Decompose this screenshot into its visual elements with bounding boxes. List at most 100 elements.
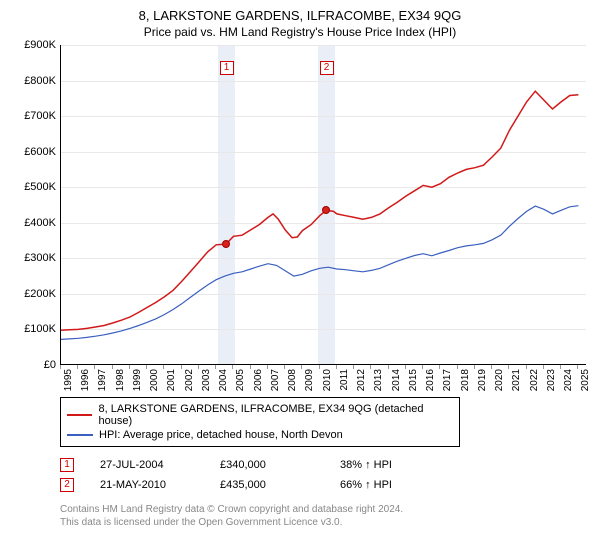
x-tick: [491, 365, 492, 369]
x-tick: [129, 365, 130, 369]
x-tick: [370, 365, 371, 369]
x-tick: [77, 365, 78, 369]
plot-area: 12: [60, 45, 586, 365]
x-tick-label: 2022: [529, 369, 540, 391]
sale-marker-label: 1: [220, 61, 234, 75]
y-tick-label: £500K: [24, 181, 56, 193]
x-tick: [457, 365, 458, 369]
x-tick: [112, 365, 113, 369]
x-tick-label: 2003: [201, 369, 212, 391]
x-tick-label: 2019: [477, 369, 488, 391]
sale-marker-label: 2: [320, 61, 334, 75]
x-tick-label: 1998: [115, 369, 126, 391]
sale-marker-ref: 2: [60, 478, 74, 492]
x-tick-label: 2005: [235, 369, 246, 391]
x-tick-label: 1995: [63, 369, 74, 391]
sale-price: £435,000: [220, 479, 340, 491]
x-tick: [439, 365, 440, 369]
x-tick-label: 2020: [494, 369, 505, 391]
y-axis: £0£100K£200K£300K£400K£500K£600K£700K£80…: [10, 45, 60, 365]
y-tick-label: £0: [44, 359, 56, 371]
y-tick-label: £700K: [24, 110, 56, 122]
x-tick: [250, 365, 251, 369]
x-tick-label: 2010: [322, 369, 333, 391]
sale-row: 1 27-JUL-2004£340,00038% ↑ HPI: [60, 455, 590, 475]
x-tick: [232, 365, 233, 369]
sale-row: 2 21-MAY-2010£435,00066% ↑ HPI: [60, 475, 590, 495]
x-tick: [267, 365, 268, 369]
sale-marker-ref: 1: [60, 458, 74, 472]
sale-date: 21-MAY-2010: [100, 479, 220, 491]
x-tick-label: 2011: [339, 369, 350, 391]
x-tick-label: 2024: [563, 369, 574, 391]
copyright: Contains HM Land Registry data © Crown c…: [60, 503, 590, 529]
x-tick-label: 2021: [511, 369, 522, 391]
x-tick-label: 2009: [304, 369, 315, 391]
x-tick-label: 1997: [97, 369, 108, 391]
sales-list: 1 27-JUL-2004£340,00038% ↑ HPI 2 21-MAY-201…: [60, 455, 590, 495]
x-tick: [301, 365, 302, 369]
x-tick: [163, 365, 164, 369]
x-tick-label: 1999: [132, 369, 143, 391]
x-tick-label: 2000: [149, 369, 160, 391]
y-tick-label: £800K: [24, 75, 56, 87]
x-tick: [526, 365, 527, 369]
legend-label: HPI: Average price, detached house, Nort…: [99, 429, 343, 441]
x-tick-label: 2007: [270, 369, 281, 391]
series-property: [61, 91, 578, 330]
x-tick: [284, 365, 285, 369]
legend-swatch-hpi: [67, 434, 93, 436]
sale-pct: 38% ↑ HPI: [340, 459, 460, 471]
x-tick-label: 2013: [373, 369, 384, 391]
x-tick: [577, 365, 578, 369]
x-tick-label: 2017: [442, 369, 453, 391]
legend-label: 8, LARKSTONE GARDENS, ILFRACOMBE, EX34 9…: [98, 403, 453, 427]
chart-subtitle: Price paid vs. HM Land Registry's House …: [10, 25, 590, 39]
y-tick-label: £300K: [24, 252, 56, 264]
sale-marker-dot: [322, 206, 330, 214]
x-tick: [353, 365, 354, 369]
x-tick-label: 2002: [184, 369, 195, 391]
x-tick-label: 2006: [253, 369, 264, 391]
legend: 8, LARKSTONE GARDENS, ILFRACOMBE, EX34 9…: [60, 397, 460, 447]
series-hpi: [61, 206, 578, 340]
x-tick: [94, 365, 95, 369]
x-tick-label: 2004: [218, 369, 229, 391]
x-tick: [198, 365, 199, 369]
y-tick-label: £600K: [24, 146, 56, 158]
x-tick: [474, 365, 475, 369]
x-tick: [215, 365, 216, 369]
x-tick-label: 1996: [80, 369, 91, 391]
x-tick-label: 2023: [546, 369, 557, 391]
chart: £0£100K£200K£300K£400K£500K£600K£700K£80…: [10, 45, 590, 395]
x-tick-label: 2012: [356, 369, 367, 391]
x-tick-label: 2001: [166, 369, 177, 391]
x-tick-label: 2025: [580, 369, 591, 391]
sale-price: £340,000: [220, 459, 340, 471]
x-tick: [388, 365, 389, 369]
legend-item: 8, LARKSTONE GARDENS, ILFRACOMBE, EX34 9…: [67, 402, 453, 428]
x-tick: [319, 365, 320, 369]
x-tick: [60, 365, 61, 369]
y-tick-label: £900K: [24, 39, 56, 51]
y-tick-label: £100K: [24, 323, 56, 335]
x-tick: [146, 365, 147, 369]
x-tick-label: 2016: [425, 369, 436, 391]
x-tick-label: 2018: [460, 369, 471, 391]
line-plot: [61, 45, 587, 365]
x-tick: [405, 365, 406, 369]
x-tick: [543, 365, 544, 369]
page-title: 8, LARKSTONE GARDENS, ILFRACOMBE, EX34 9…: [10, 8, 590, 23]
x-tick: [560, 365, 561, 369]
x-tick: [508, 365, 509, 369]
x-tick-label: 2015: [408, 369, 419, 391]
x-tick-label: 2014: [391, 369, 402, 391]
sale-marker-dot: [222, 240, 230, 248]
sale-date: 27-JUL-2004: [100, 459, 220, 471]
x-tick: [422, 365, 423, 369]
legend-item: HPI: Average price, detached house, Nort…: [67, 428, 453, 442]
x-tick: [336, 365, 337, 369]
y-tick-label: £200K: [24, 288, 56, 300]
sale-pct: 66% ↑ HPI: [340, 479, 460, 491]
x-axis: 1995 1996 1997 1998 1999 2000 2001 2002 2003 2004…: [60, 365, 586, 395]
